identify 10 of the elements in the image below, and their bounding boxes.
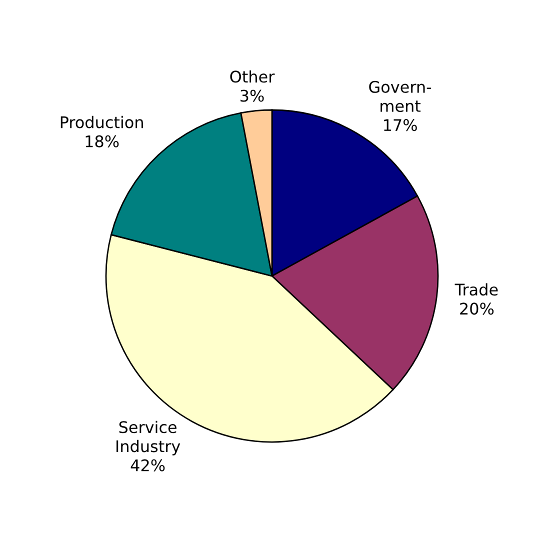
slice-label: Other — [230, 70, 275, 83]
data-label: 20% — [460, 302, 494, 315]
slice-label: Production — [60, 116, 143, 128]
data-label: 18% — [86, 135, 119, 148]
data-label: 3% — [240, 90, 264, 102]
slice-label: Govern- ment — [369, 80, 432, 112]
slice-label: Trade — [454, 283, 498, 296]
data-label: 42% — [130, 459, 165, 472]
data-label: 17% — [384, 119, 417, 132]
slice-label: Service Industry — [116, 420, 180, 456]
